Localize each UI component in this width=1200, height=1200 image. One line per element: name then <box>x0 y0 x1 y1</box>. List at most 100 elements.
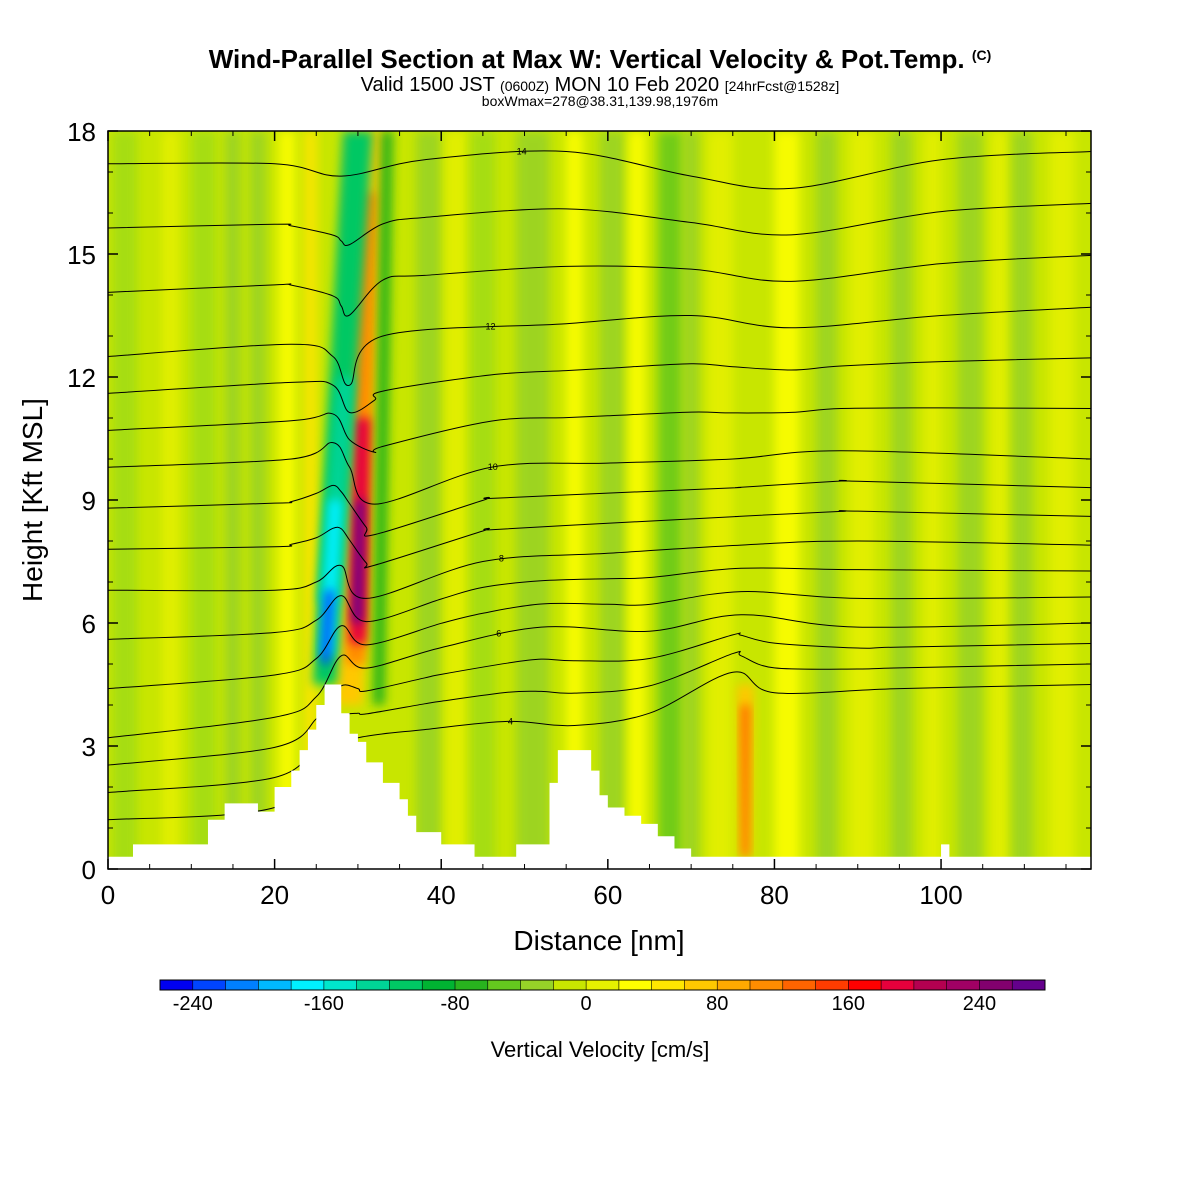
field-band <box>191 131 217 869</box>
field-band <box>1049 131 1075 869</box>
field-band <box>445 131 467 869</box>
colorbar-swatch <box>422 980 456 990</box>
y-tick-label: 9 <box>82 486 96 516</box>
colorbar-swatch <box>389 980 423 990</box>
colorbar-tick-label: 0 <box>580 993 592 1015</box>
contour-label-8: 8 <box>499 554 504 564</box>
valid-time: Valid 1500 JST <box>360 74 495 96</box>
velocity-field <box>108 131 1091 869</box>
contour-line-minor <box>108 357 1091 414</box>
valid-utc: (0600Z) <box>500 78 550 94</box>
contour-line-minor <box>108 407 1091 453</box>
colorbar-tick-label: 240 <box>962 993 997 1015</box>
contour-line-14 <box>108 150 1091 190</box>
colorbar-swatch <box>225 980 259 990</box>
contour-label-10: 10 <box>488 462 498 472</box>
downdraft-peak <box>321 590 334 664</box>
x-tick-label: 20 <box>260 880 289 910</box>
colorbar-tick-label: -240 <box>172 993 213 1015</box>
colorbar-swatch <box>160 980 194 990</box>
colorbar-swatch <box>192 980 227 990</box>
colorbar-swatch <box>487 980 522 990</box>
contour-line-minor <box>108 567 1091 640</box>
updraft-peak <box>352 500 365 623</box>
secondary-updraft-core <box>741 705 750 857</box>
contour-line-10 <box>108 442 1091 505</box>
colorbar-swatch <box>881 980 915 990</box>
field-band <box>924 131 942 869</box>
terrain <box>108 684 1091 869</box>
field-band <box>249 131 267 869</box>
contour-label-12: 12 <box>485 322 495 332</box>
colorbar-swatch <box>1012 980 1046 990</box>
x-tick-label: 80 <box>760 880 789 910</box>
field-band <box>816 131 837 869</box>
field-band <box>278 131 296 869</box>
field-band <box>891 131 912 869</box>
y-tick-label: 15 <box>67 240 96 270</box>
colorbar-swatch <box>258 980 292 990</box>
field-band <box>707 131 733 869</box>
valid-date: MON 10 Feb 2020 <box>554 74 720 96</box>
colorbar-swatch <box>946 980 980 990</box>
colorbar-swatch <box>750 980 784 990</box>
y-axis-label: Height [Kft MSL] <box>17 398 48 602</box>
colorbar-tick-label: 80 <box>706 993 729 1015</box>
colorbar-frame <box>159 979 1046 991</box>
colorbar-swatch <box>586 980 620 990</box>
colorbar-swatch <box>553 980 587 990</box>
colorbar-tick-label: -160 <box>303 993 344 1015</box>
field-band <box>849 131 875 869</box>
colorbar <box>159 979 1046 991</box>
colorbar-swatch <box>520 980 554 990</box>
field-band <box>774 131 800 869</box>
field-band <box>224 131 242 869</box>
y-tick-label: 0 <box>82 855 96 885</box>
field-band <box>566 131 583 869</box>
contour-line-minor <box>108 591 1091 690</box>
colorbar-swatch <box>913 980 948 990</box>
contour-line-minor <box>108 254 1091 317</box>
colorbar-tick-label: 160 <box>831 993 866 1015</box>
contour-line-12 <box>108 306 1091 386</box>
field-band <box>628 131 646 869</box>
colorbar-swatch <box>618 980 653 990</box>
contour-line-minor <box>108 510 1091 569</box>
chart-subtitle: Valid 1500 JST (0600Z) MON 10 Feb 2020 [… <box>0 74 1200 97</box>
contour-line-minor <box>108 479 1091 537</box>
contour-line-6 <box>108 614 1091 739</box>
contour-line-minor <box>108 202 1091 246</box>
colorbar-swatch <box>291 980 325 990</box>
x-tick-label: 100 <box>919 880 962 910</box>
downdraft-lee-band <box>372 131 393 705</box>
colorbar-swatch <box>684 980 718 990</box>
colorbar-tick-label: -80 <box>440 993 470 1015</box>
contour-label-14: 14 <box>517 146 527 156</box>
colorbar-swatch <box>323 980 358 990</box>
colorbar-swatch <box>356 980 390 990</box>
copyright-mark: (C) <box>971 47 992 63</box>
x-tick-label: 40 <box>427 880 456 910</box>
field-band <box>516 131 550 869</box>
colorbar-swatch <box>815 980 849 990</box>
colorbar-swatch <box>979 980 1013 990</box>
colorbar-swatch <box>848 980 882 990</box>
colorbar-swatch <box>782 980 817 990</box>
y-tick-label: 6 <box>82 609 96 639</box>
field-band <box>162 131 179 869</box>
field-band <box>416 131 442 869</box>
field-band <box>682 131 700 869</box>
field-band <box>991 131 1008 869</box>
x-tick-label: 60 <box>593 880 622 910</box>
field-band <box>1011 131 1033 869</box>
field-band <box>599 131 625 869</box>
x-axis-label: Distance [nm] <box>513 925 684 956</box>
box-info: boxWmax=278@38.31,139.98,1976m <box>481 93 719 109</box>
field-band <box>657 131 683 869</box>
x-tick-label: 0 <box>101 880 115 910</box>
chart-title: Wind-Parallel Section at Max W: Vertical… <box>208 44 992 74</box>
contour-label-4: 4 <box>508 716 513 726</box>
colorbar-swatch <box>651 980 685 990</box>
colorbar-title: Vertical Velocity [cm/s] <box>490 1037 710 1062</box>
